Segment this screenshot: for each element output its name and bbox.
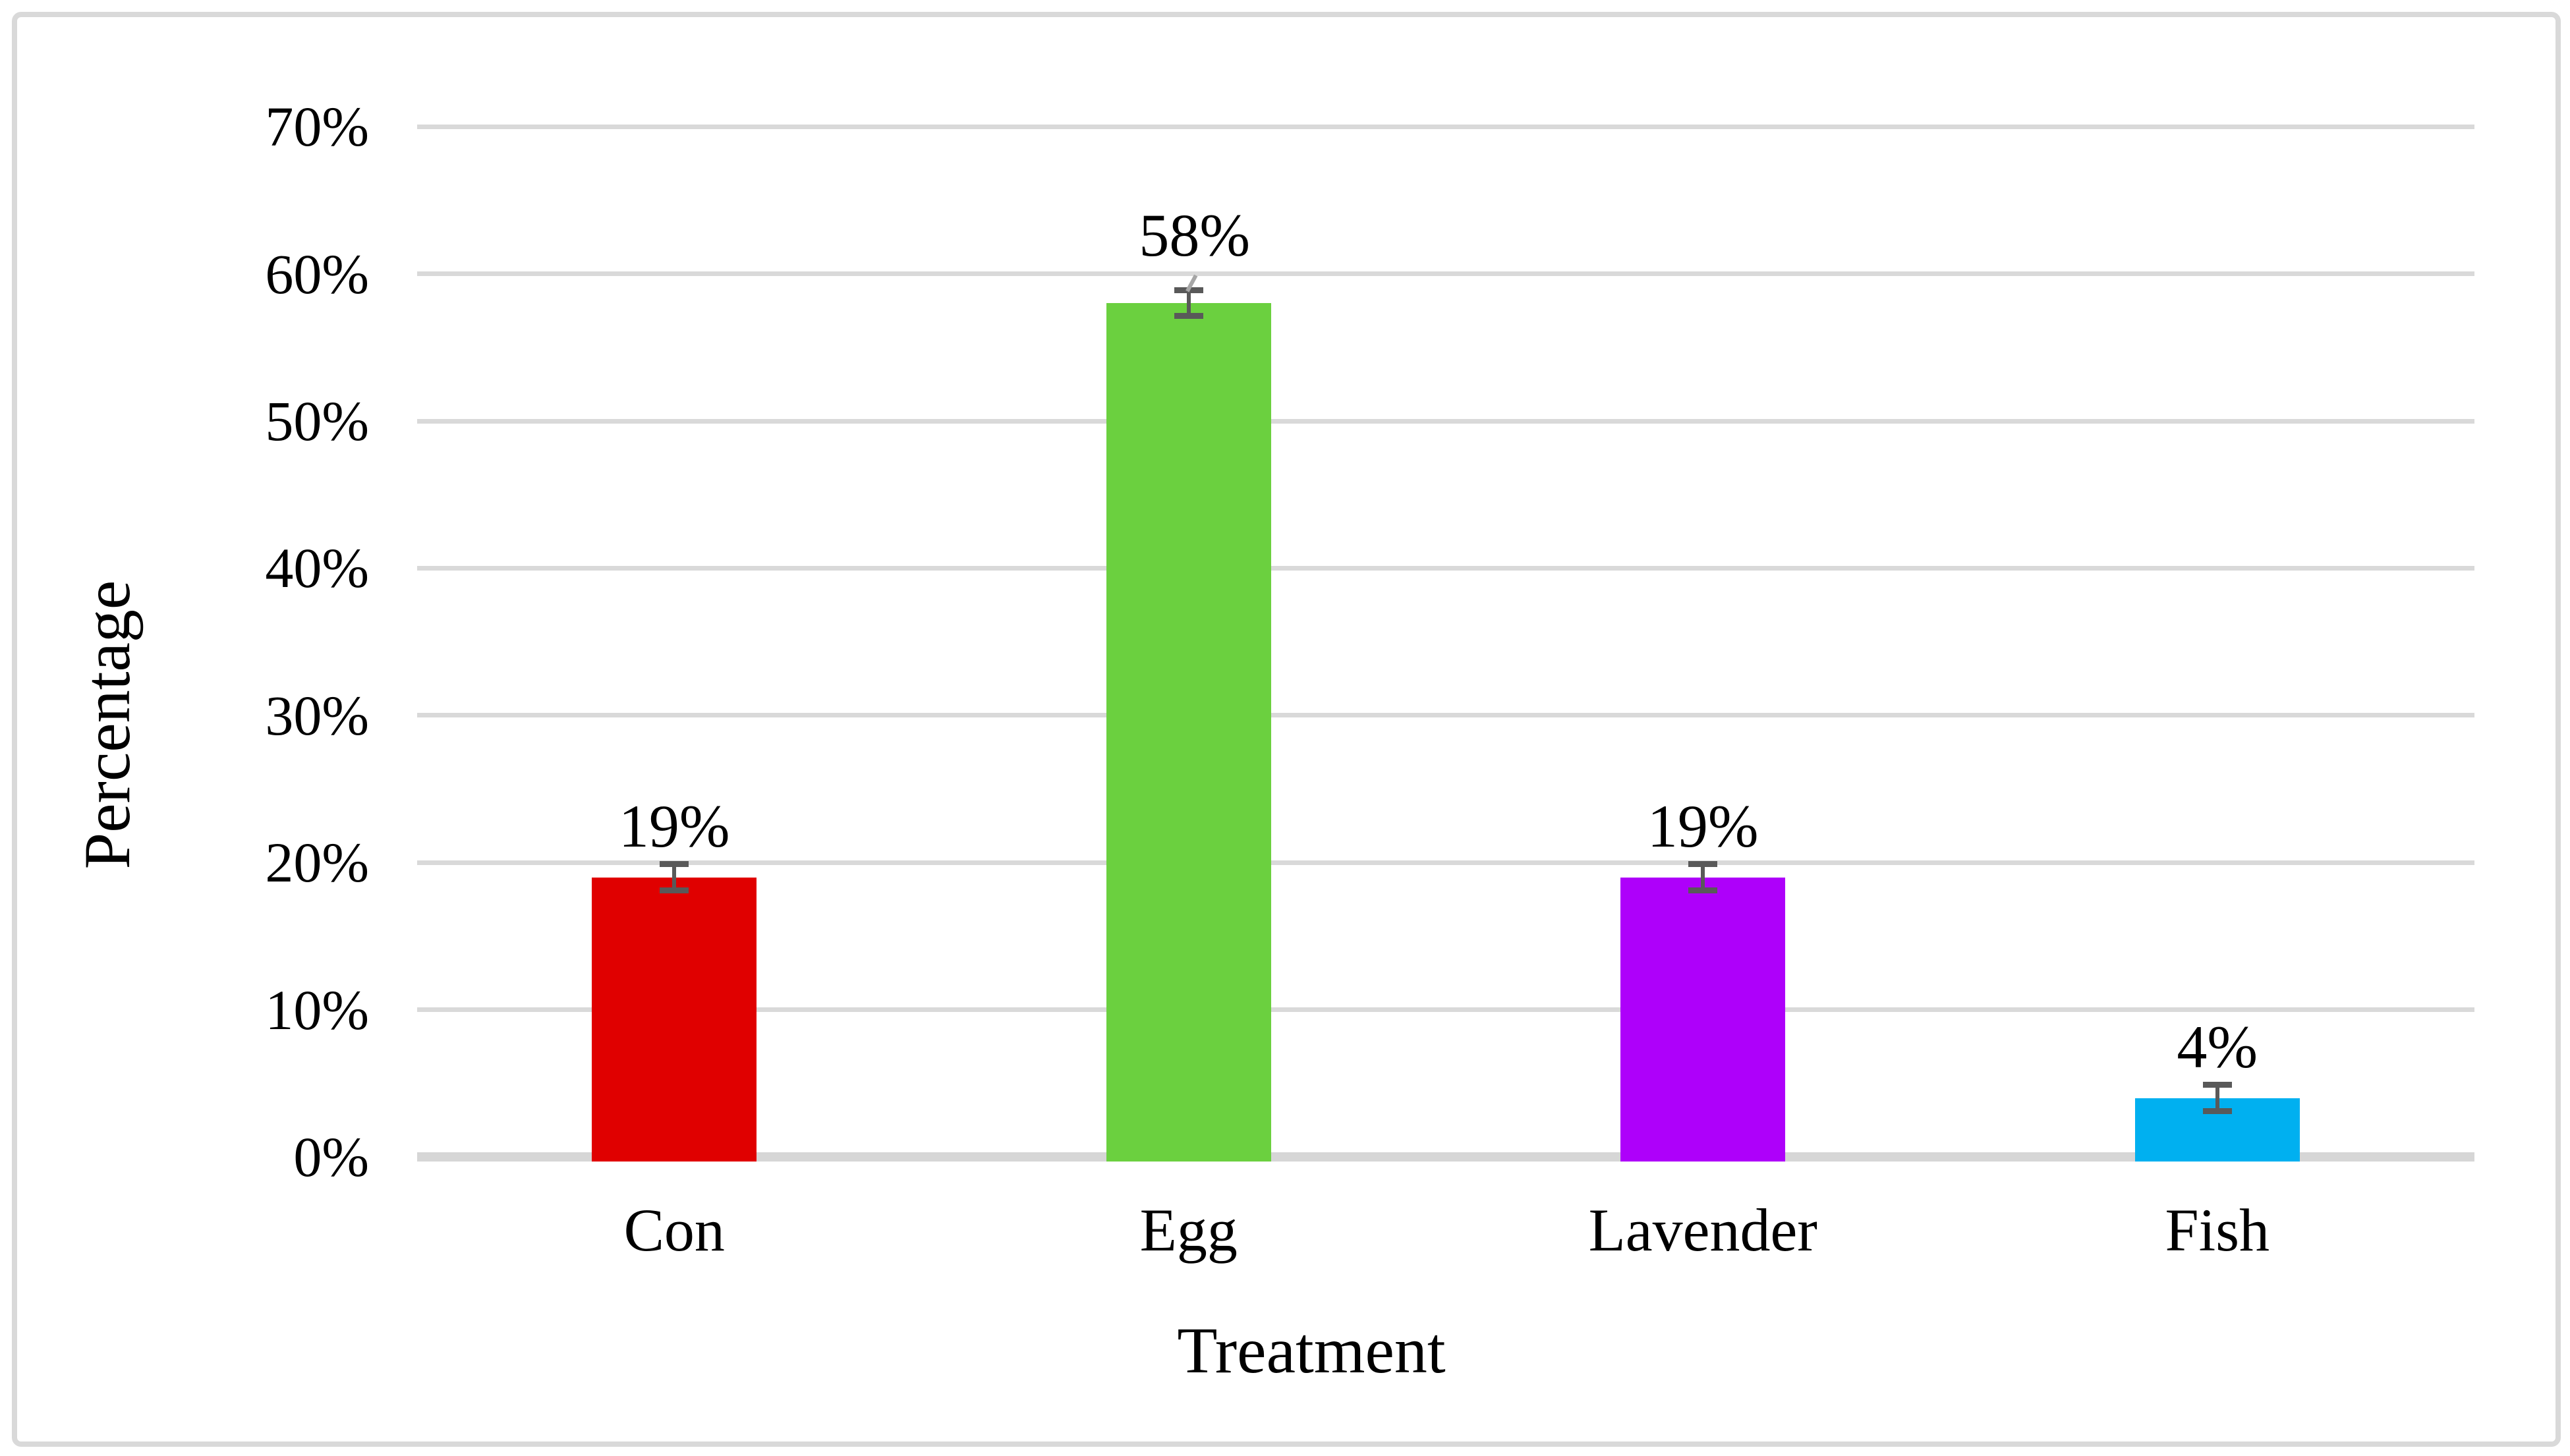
error-bar-egg-cap-top bbox=[1174, 287, 1203, 294]
y-axis-tick-label: 0% bbox=[293, 1125, 369, 1189]
error-bar-lavender-cap-top bbox=[1688, 861, 1718, 868]
gridline bbox=[417, 860, 2474, 865]
bar-lavender bbox=[1620, 877, 1786, 1162]
x-axis-tick-label-lavender: Lavender bbox=[1588, 1196, 1817, 1264]
error-bar-con-cap-top bbox=[660, 861, 689, 868]
gridline bbox=[417, 1007, 2474, 1013]
error-bar-con-line bbox=[672, 864, 677, 891]
x-axis-title: Treatment bbox=[1177, 1314, 1446, 1387]
x-axis-tick-label-fish: Fish bbox=[2165, 1196, 2270, 1264]
y-axis-tick-label: 50% bbox=[265, 389, 369, 453]
gridline bbox=[417, 418, 2474, 424]
error-bar-lavender-line bbox=[1701, 864, 1705, 891]
y-axis-tick-label: 70% bbox=[265, 95, 369, 159]
error-bar-fish-cap-top bbox=[2202, 1082, 2232, 1088]
y-axis-tick-label: 30% bbox=[265, 683, 369, 747]
data-label-lavender: 19% bbox=[1647, 792, 1759, 860]
y-axis-tick-label: 60% bbox=[265, 242, 369, 306]
error-bar-egg-line bbox=[1186, 290, 1191, 317]
error-bar-fish-line bbox=[2215, 1084, 2219, 1111]
bar-con bbox=[592, 877, 757, 1162]
y-axis-tick-label: 20% bbox=[265, 831, 369, 895]
y-axis-tick-label: 10% bbox=[265, 978, 369, 1042]
data-label-egg: 58% bbox=[1139, 202, 1251, 269]
gridline bbox=[417, 271, 2474, 277]
y-axis-tick-label: 40% bbox=[265, 536, 369, 600]
error-bar-fish-cap-bottom bbox=[2202, 1107, 2232, 1114]
bar-egg bbox=[1106, 303, 1271, 1162]
gridline bbox=[417, 124, 2474, 129]
error-bar-lavender-cap-bottom bbox=[1688, 887, 1718, 893]
gridline bbox=[417, 713, 2474, 718]
data-label-con: 19% bbox=[618, 792, 730, 860]
x-axis-tick-label-con: Con bbox=[623, 1196, 725, 1264]
x-axis-line bbox=[417, 1152, 2474, 1162]
x-axis-tick-label-egg: Egg bbox=[1139, 1196, 1238, 1264]
data-label-fish: 4% bbox=[2177, 1013, 2258, 1080]
y-axis-title: Percentage bbox=[71, 580, 144, 870]
error-bar-egg-cap-bottom bbox=[1174, 313, 1203, 320]
chart-frame bbox=[12, 12, 2561, 1447]
gridline bbox=[417, 565, 2474, 571]
error-bar-con-cap-bottom bbox=[660, 887, 689, 893]
